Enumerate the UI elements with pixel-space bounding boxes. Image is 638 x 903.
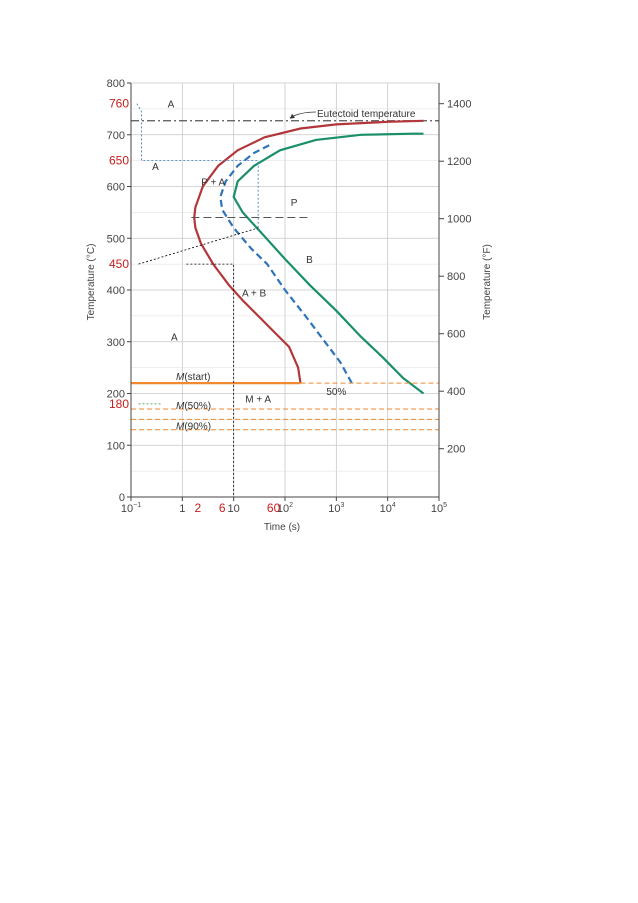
y2-tick-label: 1400 bbox=[447, 99, 471, 111]
construction-diag bbox=[138, 227, 259, 265]
x-tick-label: 10 bbox=[228, 503, 240, 515]
region-label: A bbox=[152, 162, 159, 173]
y2-tick-label: 200 bbox=[447, 444, 465, 456]
region-label: P + A bbox=[201, 177, 225, 188]
m-suffix: (90%) bbox=[184, 422, 211, 433]
m-suffix: (50%) bbox=[184, 401, 211, 412]
m-label: M(90%) bbox=[176, 422, 211, 433]
region-label: M + A bbox=[245, 395, 271, 406]
x-tick-exponent: 3 bbox=[341, 502, 345, 509]
red-annotations: 760 650 450 180 2 6 60 bbox=[109, 97, 281, 515]
region-label: A bbox=[171, 333, 178, 344]
region-label: P bbox=[291, 198, 298, 209]
transformation-curves bbox=[131, 103, 439, 497]
x-axis-label: Time (s) bbox=[264, 522, 300, 533]
region-label: A bbox=[168, 100, 175, 111]
y-axis-label: Temperature (°C) bbox=[86, 244, 97, 321]
y-tick-label: 800 bbox=[107, 78, 125, 90]
time-annotation: 60 bbox=[267, 501, 281, 515]
x-tick-label: 104 bbox=[380, 502, 396, 515]
y-tick-label: 700 bbox=[107, 130, 125, 142]
y-tick-label: 500 bbox=[107, 233, 125, 245]
x-tick-exponent: −1 bbox=[133, 502, 141, 509]
x-tick-exponent: 2 bbox=[289, 502, 293, 509]
y2-tick-label: 600 bbox=[447, 329, 465, 341]
y2-tick-label: 400 bbox=[447, 386, 465, 398]
eutectoid-arrowhead bbox=[290, 113, 295, 119]
m-letter: M bbox=[176, 401, 185, 412]
y-tick-label: 0 bbox=[119, 492, 125, 504]
y2-tick-label: 800 bbox=[447, 271, 465, 283]
y-tick-label: 200 bbox=[107, 389, 125, 401]
m-label: M(50%) bbox=[176, 401, 211, 412]
region-label: A + B bbox=[242, 289, 267, 300]
start-curve bbox=[193, 119, 424, 384]
y-tick-label: 100 bbox=[107, 440, 125, 452]
time-annotation: 6 bbox=[219, 501, 226, 515]
construction-blue bbox=[136, 103, 259, 228]
temp-annotation: 760 bbox=[109, 97, 129, 111]
time-annotation: 2 bbox=[194, 501, 201, 515]
y2-tick-label: 1000 bbox=[447, 214, 471, 226]
x-tick-exponent: 5 bbox=[443, 502, 447, 509]
temp-annotation: 650 bbox=[109, 154, 129, 168]
region-label: B bbox=[306, 255, 313, 266]
x-tick-label: 105 bbox=[431, 502, 447, 515]
m-letter: M bbox=[176, 422, 185, 433]
y-tick-label: 400 bbox=[107, 285, 125, 297]
axes: 0 100 200 300 400 500 600 700 800 200 400 600 800 100… bbox=[107, 78, 472, 515]
temp-annotation: 180 bbox=[109, 397, 129, 411]
x-tick-exponent: 4 bbox=[392, 502, 396, 509]
x-tick-label: 102 bbox=[277, 502, 293, 515]
eutectoid-label: Eutectoid temperature bbox=[317, 109, 416, 120]
temp-annotation: 450 bbox=[109, 257, 129, 271]
y2-axis-label: Temperature (°F) bbox=[482, 244, 493, 320]
y-tick-label: 300 bbox=[107, 337, 125, 349]
m-suffix: (start) bbox=[184, 372, 210, 383]
x-tick-label: 103 bbox=[328, 502, 344, 515]
m-label: M(start) bbox=[176, 372, 210, 383]
region-label: 50% bbox=[326, 387, 346, 398]
m-letter: M bbox=[176, 372, 185, 383]
y-tick-label: 600 bbox=[107, 182, 125, 194]
y2-tick-label: 1200 bbox=[447, 156, 471, 168]
finish-curve bbox=[232, 132, 425, 395]
x-tick-label: 10−1 bbox=[121, 502, 141, 515]
fifty-percent-curve bbox=[219, 144, 353, 384]
x-tick-label: 1 bbox=[179, 503, 185, 515]
